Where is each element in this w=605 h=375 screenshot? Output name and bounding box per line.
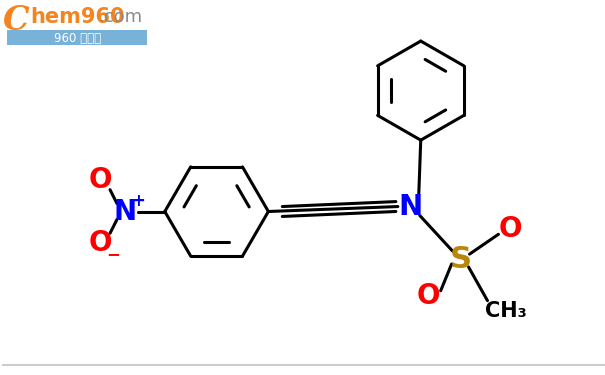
Text: O: O xyxy=(88,229,112,257)
Text: C: C xyxy=(3,4,30,37)
Text: S: S xyxy=(450,244,471,274)
Text: hem960: hem960 xyxy=(30,7,125,27)
Text: N: N xyxy=(113,198,137,225)
Text: .com: .com xyxy=(98,8,142,26)
Text: 960 化工网: 960 化工网 xyxy=(54,32,100,45)
Text: O: O xyxy=(417,282,440,310)
Text: N: N xyxy=(399,192,423,220)
Text: O: O xyxy=(88,166,112,194)
Text: O: O xyxy=(499,215,522,243)
Text: CH₃: CH₃ xyxy=(485,301,526,321)
Text: +: + xyxy=(131,192,145,210)
Text: −: − xyxy=(106,245,120,263)
FancyBboxPatch shape xyxy=(7,30,147,45)
